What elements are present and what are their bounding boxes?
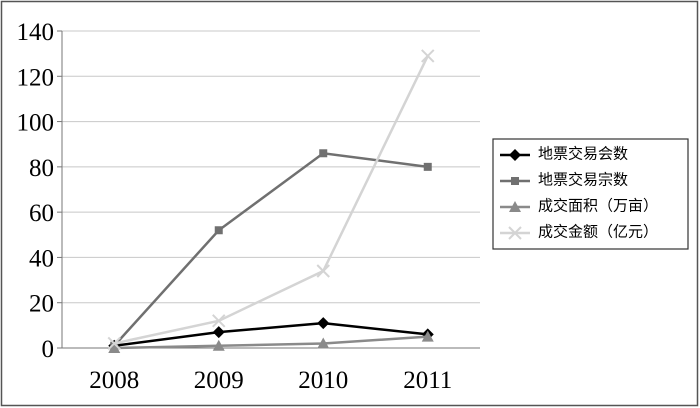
data-point [421,49,435,63]
legend-swatch-marker [509,149,521,161]
data-point [317,337,330,349]
data-point [212,314,226,328]
y-tick-label: 60 [29,200,54,227]
legend-label: 地票交易会数 [538,144,628,162]
data-point [108,342,121,353]
data-point [319,149,328,158]
legend-label: 成交面积（万亩） [538,196,658,214]
data-point [107,336,121,351]
y-tick-label: 80 [29,155,54,182]
data-point [316,264,330,278]
x-tick-label: 2008 [89,367,139,394]
x-tick-label: 2009 [194,367,244,394]
series-line [114,335,428,350]
legend-label: 地票交易宗数 [538,170,628,188]
y-tick-label: 100 [17,110,55,137]
y-tick-label: 20 [29,291,54,318]
data-point [212,339,225,351]
legend-swatch-marker [509,201,521,212]
y-tick-label: 0 [42,336,55,363]
y-tick-label: 40 [29,245,54,272]
data-point [212,326,225,339]
series-line [113,151,428,347]
data-point [421,330,434,342]
x-tick-label: 2010 [298,367,348,394]
legend-box [492,138,689,250]
legend-label: 成交金额（亿元） [538,222,658,240]
legend-swatch-marker [508,226,522,240]
y-tick-label: 120 [17,64,55,91]
data-point [317,317,330,330]
x-tick-label: 2011 [403,367,452,394]
data-point [423,162,432,171]
data-point [214,226,223,235]
y-tick-label: 140 [17,19,55,46]
series-line [114,321,428,347]
series-line [113,55,429,345]
legend-swatch-marker [511,177,519,185]
